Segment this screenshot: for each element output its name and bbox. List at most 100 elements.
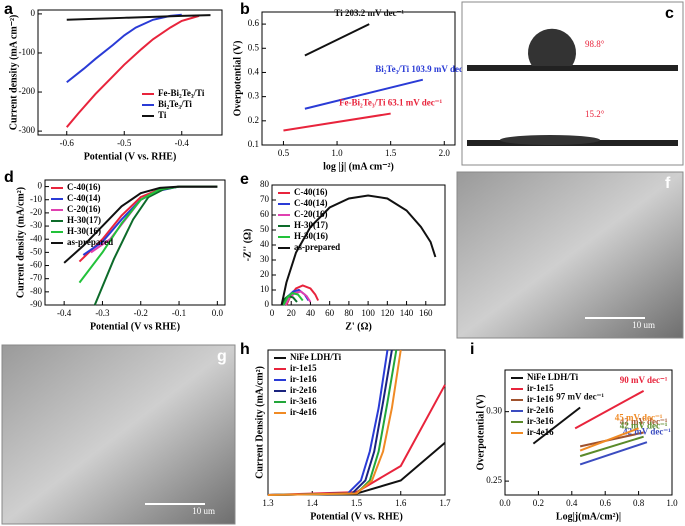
x-tick-label: 1.4 <box>307 498 319 508</box>
panel-label: a <box>4 1 13 18</box>
y-tick-label: -80 <box>30 286 42 296</box>
x-axis-label: log |j| (mA cm⁻²) <box>323 161 394 172</box>
x-tick-label: 40 <box>306 308 316 318</box>
x-tick-label: 0.0 <box>212 308 224 318</box>
series-line <box>267 349 393 496</box>
x-tick-label: 0.8 <box>633 498 645 508</box>
x-tick-label: 20 <box>287 308 297 318</box>
legend-label: ir-3e16 <box>290 396 317 406</box>
plot-frame <box>261 11 456 146</box>
legend-label: ir-4e16 <box>527 427 554 437</box>
x-tick-label: -0.5 <box>117 138 132 148</box>
y-tick-label: 0.5 <box>248 42 260 52</box>
legend-label: Ti <box>158 110 167 120</box>
droplet <box>500 135 600 145</box>
legend-label: C-40(14) <box>67 193 101 203</box>
legend-label: H-30(16) <box>294 231 328 241</box>
x-tick-label: 0.2 <box>533 498 544 508</box>
panel-label: h <box>240 341 250 358</box>
y-tick-label: -30 <box>30 220 42 230</box>
x-tick-label: 0.0 <box>499 498 511 508</box>
annotation: 90 mV dec⁻¹ <box>620 375 668 385</box>
plot-frame <box>44 179 226 306</box>
annotation: 45 mV dec⁻¹ <box>615 412 663 422</box>
series-line <box>579 441 648 466</box>
series-line <box>579 435 644 458</box>
image <box>456 171 684 339</box>
y-tick-label: 0 <box>265 299 270 309</box>
y-tick-label: 0.25 <box>486 475 502 485</box>
x-axis-label: Potential (V vs. RHE) <box>84 151 177 162</box>
annotation: 97 mV dec⁻¹ <box>556 392 604 402</box>
y-axis-label: Current Density (mA/cm²) <box>254 366 265 479</box>
y-tick-label: 0 <box>31 8 36 18</box>
annotation: Bi₂Te₃/Ti 103.9 mV dec⁻¹ <box>375 64 470 74</box>
legend-label: C-20(16) <box>67 204 101 214</box>
plot-frame <box>37 9 223 136</box>
legend-label: H-30(17) <box>294 220 328 230</box>
y-tick-label: -200 <box>19 86 36 96</box>
y-tick-label: 70 <box>260 194 270 204</box>
panel-label: e <box>240 171 249 188</box>
y-tick-label: -10 <box>30 194 42 204</box>
legend-label: C-40(16) <box>67 182 101 192</box>
x-tick-label: 1.0 <box>331 148 343 158</box>
annotation: 42 mV dec⁻¹ <box>623 426 671 436</box>
x-tick-label: 1.5 <box>385 148 397 158</box>
legend-label: ir-1e16 <box>527 394 554 404</box>
y-tick-label: -20 <box>30 207 42 217</box>
legend-label: Fe-Bi₂Te₃/Ti <box>158 88 205 98</box>
annotation: Fe-Bi₂Te₃/Ti 63.1 mV dec⁻¹ <box>339 98 442 108</box>
legend-label: ir-4e16 <box>290 407 317 417</box>
legend-label: H-30(16) <box>67 226 101 236</box>
legend-label: ir-1e16 <box>290 374 317 384</box>
y-tick-label: 10 <box>260 284 270 294</box>
annotation: Ti 203.2 mV dec⁻¹ <box>334 8 404 18</box>
x-tick-label: -0.4 <box>175 138 190 148</box>
x-tick-label: 1.0 <box>666 498 678 508</box>
y-tick-label: -50 <box>30 246 42 256</box>
panel-label: g <box>217 348 227 365</box>
x-tick-label: 100 <box>361 308 375 318</box>
y-tick-label: -300 <box>19 125 36 135</box>
x-tick-label: 0 <box>270 308 275 318</box>
x-tick-label: -0.3 <box>95 308 110 318</box>
x-tick-label: 0.4 <box>566 498 578 508</box>
image-text: 10 um <box>632 320 655 330</box>
y-axis-label: Current density (mA/cm²) <box>15 187 26 298</box>
series-line <box>280 194 437 306</box>
x-axis-label: Potential (V vs. RHE) <box>310 511 403 522</box>
x-tick-label: 0.6 <box>600 498 612 508</box>
legend-label: as-prepared <box>294 242 340 252</box>
panel-label: c <box>665 5 674 22</box>
series-line <box>267 349 389 496</box>
x-tick-label: -0.1 <box>172 308 186 318</box>
y-tick-label: 0.30 <box>486 406 502 416</box>
y-tick-label: 0 <box>38 181 43 191</box>
legend-label: Bi₂Te₃/Ti <box>158 99 192 109</box>
series-line <box>66 14 211 21</box>
x-axis-label: Potential (V vs RHE) <box>90 321 180 332</box>
panel-label: i <box>470 341 474 358</box>
y-tick-label: 20 <box>260 269 270 279</box>
panel-label: f <box>665 175 671 192</box>
x-tick-label: 2.0 <box>439 148 451 158</box>
annotation: 42 mV dec⁻¹ <box>620 421 668 431</box>
series-line <box>65 14 200 128</box>
series-line <box>304 78 424 110</box>
y-tick-label: 0.3 <box>248 91 260 101</box>
y-tick-label: 50 <box>260 224 270 234</box>
x-tick-label: 60 <box>325 308 335 318</box>
annotation: 42 mV dec⁻¹ <box>620 417 668 427</box>
y-tick-label: -100 <box>19 47 36 57</box>
legend-label: as-prepared <box>67 237 113 247</box>
legend-label: C-40(14) <box>294 198 328 208</box>
series-line <box>282 291 304 306</box>
x-tick-label: -0.6 <box>60 138 75 148</box>
series-line <box>532 406 581 445</box>
series-line <box>283 112 391 132</box>
panel-label: d <box>4 169 14 186</box>
legend-label: ir-1e15 <box>527 383 554 393</box>
x-tick-label: 140 <box>400 308 414 318</box>
